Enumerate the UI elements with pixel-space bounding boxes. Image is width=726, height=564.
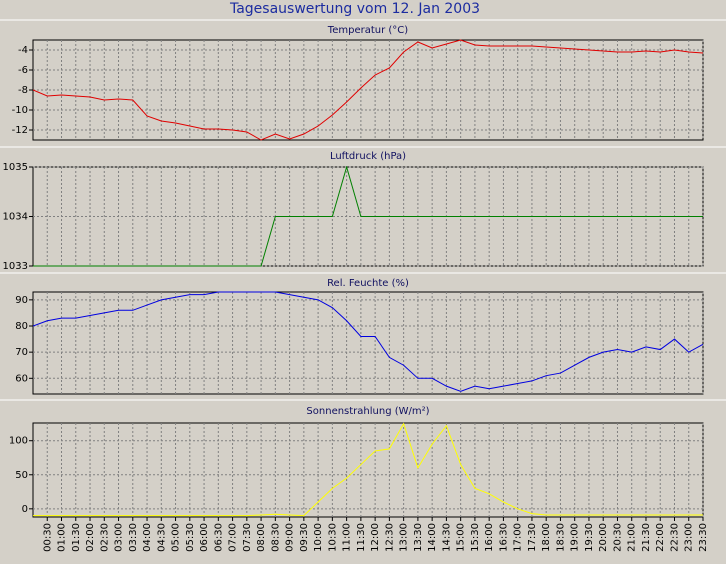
- y-tick-label: 1035: [3, 162, 28, 173]
- data-line: [33, 39, 703, 141]
- x-tick-label: 08:30: [270, 523, 281, 552]
- panel-title: Rel. Feuchte (%): [327, 278, 409, 289]
- x-tick-label: 11:30: [356, 523, 367, 552]
- y-tick-label: 80: [15, 321, 28, 332]
- x-tick-label: 21:30: [641, 523, 652, 552]
- x-tick-label: 17:30: [527, 523, 538, 552]
- x-tick-label: 16:00: [484, 523, 495, 552]
- x-tick-label: 23:00: [684, 523, 695, 552]
- x-tick-label: 11:00: [342, 523, 353, 552]
- x-tick-label: 23:30: [698, 523, 709, 552]
- x-tick-label: 05:30: [185, 523, 196, 552]
- x-tick-label: 20:30: [612, 523, 623, 552]
- panel-title: Temperatur (°C): [327, 25, 408, 36]
- x-tick-label: 07:00: [228, 523, 239, 552]
- plot-area: [32, 39, 704, 141]
- x-tick-label: 06:30: [213, 523, 224, 552]
- y-tick-label: 60: [15, 373, 28, 384]
- x-tick-label: 15:00: [456, 523, 467, 552]
- x-tick-label: 20:00: [598, 523, 609, 552]
- x-tick-label: 10:30: [327, 523, 338, 552]
- data-line: [33, 166, 703, 267]
- y-tick-label: 0: [22, 504, 28, 515]
- x-tick-label: 05:00: [171, 523, 182, 552]
- x-tick-label: 02:00: [85, 523, 96, 552]
- x-tick-label: 22:00: [655, 523, 666, 552]
- y-tick-label: -4: [18, 45, 28, 56]
- x-tick-label: 14:00: [427, 523, 438, 552]
- y-tick-label: 1034: [3, 212, 28, 223]
- y-tick-label: 50: [15, 470, 28, 481]
- x-tick-label: 01:30: [71, 523, 82, 552]
- x-tick-label: 19:00: [570, 523, 581, 552]
- x-tick-label: 16:30: [498, 523, 509, 552]
- x-tick-label: 01:00: [57, 523, 68, 552]
- x-tick-label: 22:30: [669, 523, 680, 552]
- chart-title: Tagesauswertung vom 12. Jan 2003: [229, 1, 480, 17]
- x-tick-label: 13:00: [399, 523, 410, 552]
- x-tick-label: 04:30: [156, 523, 167, 552]
- x-tick-label: 10:00: [313, 523, 324, 552]
- y-tick-label: -6: [18, 65, 28, 76]
- y-tick-label: -12: [12, 125, 28, 136]
- y-tick-label: 1033: [3, 261, 28, 272]
- x-tick-label: 00:30: [42, 523, 53, 552]
- plot-area: [32, 422, 704, 518]
- y-tick-label: -10: [12, 105, 28, 116]
- x-tick-label: 03:00: [114, 523, 125, 552]
- panel-title: Sonnenstrahlung (W/m²): [306, 406, 429, 417]
- x-tick-label: 09:30: [299, 523, 310, 552]
- x-tick-label: 06:00: [199, 523, 210, 552]
- x-tick-label: 13:30: [413, 523, 424, 552]
- x-tick-label: 18:30: [555, 523, 566, 552]
- y-tick-label: 100: [9, 436, 28, 447]
- x-tick-label: 03:30: [128, 523, 139, 552]
- x-tick-label: 21:00: [627, 523, 638, 552]
- x-tick-label: 09:00: [285, 523, 296, 552]
- y-tick-label: -8: [18, 85, 28, 96]
- y-tick-label: 90: [15, 295, 28, 306]
- data-line: [33, 291, 703, 392]
- x-tick-label: 15:30: [470, 523, 481, 552]
- panel-title: Luftdruck (hPa): [330, 151, 406, 162]
- plot-area: [32, 291, 704, 395]
- x-tick-label: 14:30: [441, 523, 452, 552]
- x-tick-label: 02:30: [99, 523, 110, 552]
- x-tick-label: 07:30: [242, 523, 253, 552]
- x-tick-label: 12:30: [384, 523, 395, 552]
- x-tick-label: 19:30: [584, 523, 595, 552]
- x-tick-label: 18:00: [541, 523, 552, 552]
- x-tick-label: 04:00: [142, 523, 153, 552]
- x-tick-label: 17:00: [513, 523, 524, 552]
- y-tick-label: 70: [15, 347, 28, 358]
- x-tick-label: 08:00: [256, 523, 267, 552]
- x-tick-label: 12:00: [370, 523, 381, 552]
- data-line: [33, 422, 703, 517]
